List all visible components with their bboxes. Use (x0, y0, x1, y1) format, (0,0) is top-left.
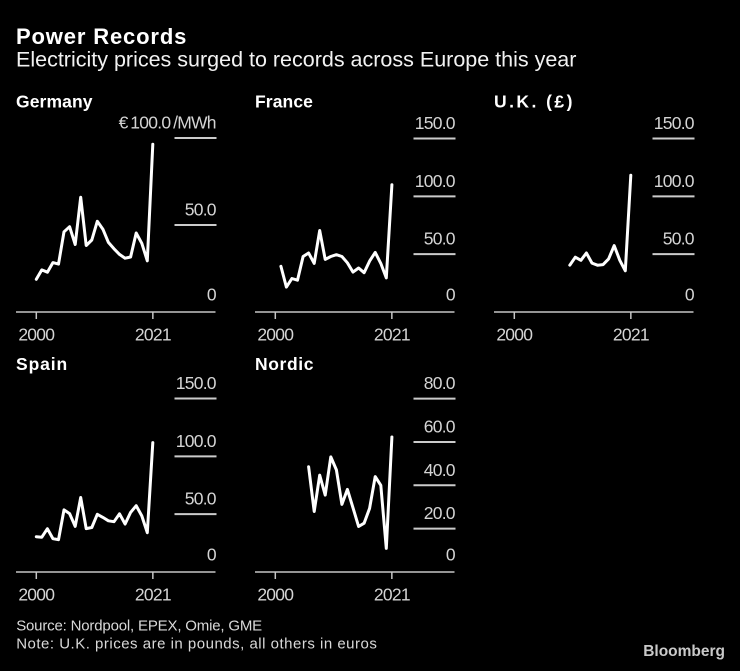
svg-text:20.0: 20.0 (424, 503, 456, 523)
svg-text:100.0: 100.0 (654, 171, 695, 191)
svg-text:2021: 2021 (135, 325, 171, 345)
svg-text:U.K. (£): U.K. (£) (494, 92, 575, 112)
svg-text:Spain: Spain (16, 354, 68, 374)
svg-text:100.0: 100.0 (415, 171, 456, 191)
svg-text:2021: 2021 (135, 585, 171, 605)
svg-text:2000: 2000 (257, 325, 294, 345)
svg-text:40.0: 40.0 (424, 460, 456, 480)
svg-text:Electricity prices surged to r: Electricity prices surged to records acr… (16, 48, 576, 72)
svg-text:150.0: 150.0 (176, 373, 217, 393)
svg-text:Power Records: Power Records (16, 24, 187, 49)
svg-text:Note: U.K. prices are in pound: Note: U.K. prices are in pounds, all oth… (16, 635, 377, 652)
svg-text:0: 0 (446, 285, 456, 305)
svg-text:150.0: 150.0 (654, 113, 695, 133)
svg-text:0: 0 (207, 285, 217, 305)
svg-text:Nordic: Nordic (255, 354, 314, 374)
svg-text:0: 0 (685, 285, 695, 305)
svg-text:2000: 2000 (496, 325, 533, 345)
svg-text:50.0: 50.0 (185, 489, 217, 509)
svg-text:France: France (255, 92, 313, 112)
svg-text:2000: 2000 (18, 325, 55, 345)
svg-text:Germany: Germany (16, 92, 93, 112)
svg-text:2021: 2021 (374, 585, 410, 605)
svg-text:2021: 2021 (613, 325, 649, 345)
svg-text:50.0: 50.0 (185, 200, 217, 220)
svg-text:Source: Nordpool, EPEX, Omie,: Source: Nordpool, EPEX, Omie, GME (16, 618, 262, 635)
svg-text:0: 0 (207, 545, 217, 565)
svg-text:Bloomberg: Bloomberg (643, 643, 725, 660)
svg-text:0: 0 (446, 545, 456, 565)
svg-text:50.0: 50.0 (663, 229, 695, 249)
svg-text:50.0: 50.0 (424, 229, 456, 249)
svg-text:2000: 2000 (257, 585, 294, 605)
svg-text:150.0: 150.0 (415, 113, 456, 133)
svg-text:€ 100.0 /MWh: € 100.0 /MWh (119, 113, 216, 133)
svg-text:100.0: 100.0 (176, 431, 217, 451)
svg-text:2000: 2000 (18, 585, 55, 605)
svg-text:80.0: 80.0 (424, 373, 456, 393)
svg-text:60.0: 60.0 (424, 416, 456, 436)
svg-text:2021: 2021 (374, 325, 410, 345)
